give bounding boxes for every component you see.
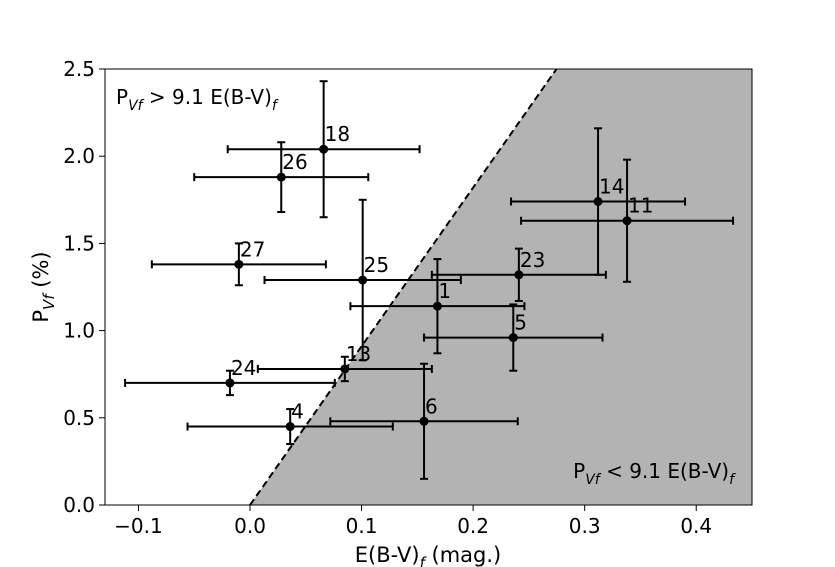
point-marker: [276, 172, 286, 182]
lower-region-label: PVf < 9.1 E(B-V)f: [573, 459, 736, 488]
point-label: 5: [514, 311, 527, 335]
x-tick-label: −0.1: [114, 514, 163, 538]
y-axis: 0.0 0.5 1.0 1.5 2.0 2.5: [63, 57, 105, 517]
y-tick-label: 2.5: [63, 57, 95, 81]
point-marker: [358, 275, 368, 285]
x-axis: −0.1 0.0 0.1 0.2 0.3 0.4: [114, 505, 712, 538]
data-point-1: 1: [349, 258, 526, 355]
point-label: 14: [599, 175, 624, 199]
data-point-13: 13: [256, 342, 433, 383]
point-label: 4: [291, 400, 304, 424]
y-tick-label: 0.5: [63, 406, 95, 430]
point-marker: [285, 422, 295, 432]
x-tick-label: 0.4: [680, 514, 712, 538]
y-axis-label-suffix: (%): [29, 251, 53, 294]
lower-region-label-sub2: f: [729, 472, 736, 488]
upper-region-label-main: P: [116, 85, 128, 109]
lower-region-label-main: P: [573, 459, 585, 483]
point-marker: [593, 197, 603, 207]
point-label: 26: [282, 150, 307, 174]
point-marker: [319, 144, 329, 154]
data-point-18: 18: [226, 80, 421, 219]
point-marker: [514, 270, 524, 280]
y-tick-label: 0.0: [63, 493, 95, 517]
data-point-4: 4: [186, 400, 394, 445]
point-label: 18: [325, 122, 350, 146]
data-point-26: 26: [193, 141, 370, 214]
point-marker: [225, 378, 235, 388]
point-marker: [622, 216, 632, 226]
data-point-14: 14: [510, 127, 687, 276]
point-marker: [419, 416, 429, 426]
x-tick-label: 0.1: [346, 514, 378, 538]
upper-region-label: PVf > 9.1 E(B-V)f: [116, 85, 279, 114]
lower-region-label-sub1: Vf: [585, 472, 602, 488]
point-label: 11: [628, 194, 653, 218]
point-marker: [234, 259, 244, 269]
data-point-5: 5: [423, 303, 604, 372]
x-tick-label: 0.2: [457, 514, 489, 538]
point-marker: [340, 364, 350, 374]
lower-region-label-middle: < 9.1 E(B-V): [600, 459, 729, 483]
y-tick-label: 2.0: [63, 144, 95, 168]
y-tick-label: 1.0: [63, 319, 95, 343]
plot-area: [104, 68, 753, 506]
data-point-24: 24: [124, 356, 336, 397]
y-axis-label-main: P: [29, 310, 53, 323]
point-label: 27: [240, 237, 265, 261]
boundary-line: [249, 68, 558, 506]
upper-region-label-sub2: f: [272, 98, 279, 114]
y-axis-label-sub: Vf: [40, 292, 58, 310]
upper-region-label-sub1: Vf: [128, 98, 145, 114]
x-axis-label-sub: f: [420, 554, 428, 567]
point-label: 13: [346, 342, 371, 366]
point-marker: [508, 333, 518, 343]
upper-region-label-middle: > 9.1 E(B-V): [143, 85, 272, 109]
plot-frame: [104, 68, 753, 506]
data-point-6: 6: [329, 362, 519, 480]
point-marker: [432, 301, 442, 311]
point-label: 25: [364, 253, 389, 277]
data-point-23: 23: [430, 247, 607, 302]
y-tick-label: 1.5: [63, 231, 95, 255]
x-axis-label-main: E(B-V): [355, 543, 420, 567]
x-tick-label: 0.3: [569, 514, 601, 538]
point-label: 1: [438, 279, 451, 303]
x-tick-label: 0.0: [234, 514, 266, 538]
x-axis-label-suffix: (mag.): [425, 543, 501, 567]
y-axis-label: PVf (%): [29, 251, 58, 322]
point-label: 24: [231, 356, 256, 380]
point-label: 6: [425, 394, 438, 418]
x-axis-label: E(B-V)f (mag.): [355, 543, 501, 567]
data-point-27: 27: [150, 237, 327, 287]
data-point-25: 25: [263, 198, 462, 362]
data-point-11: 11: [520, 158, 735, 283]
point-label: 23: [520, 248, 545, 272]
